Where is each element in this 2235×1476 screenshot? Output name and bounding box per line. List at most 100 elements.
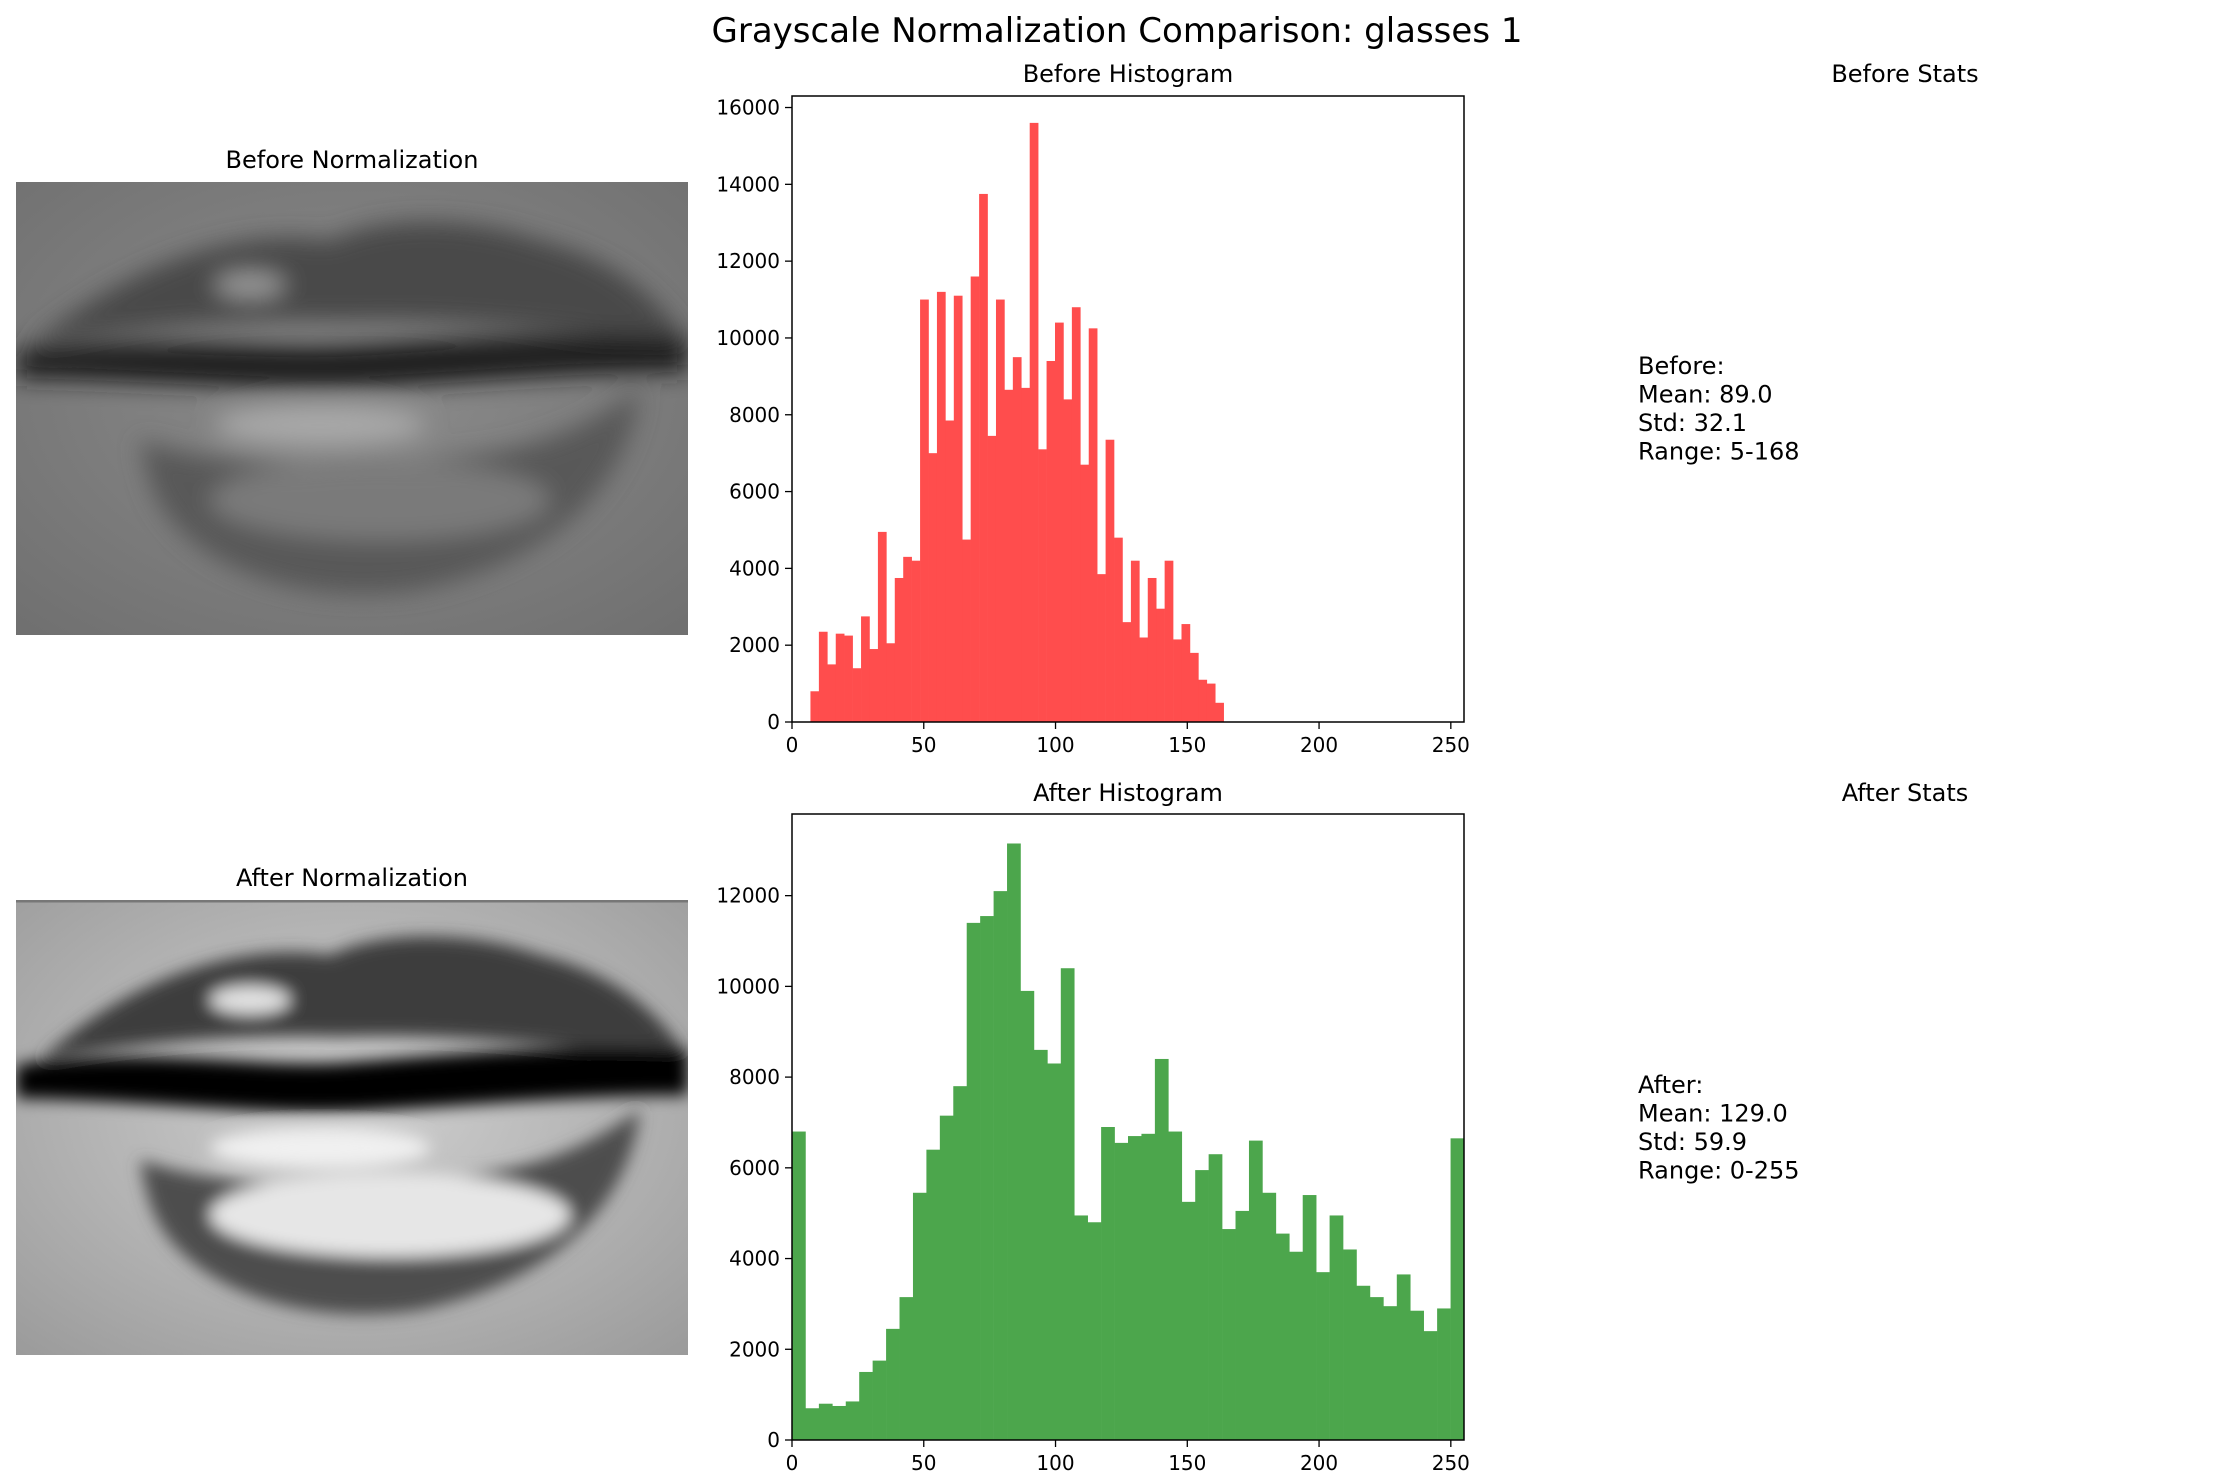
before-histogram-bar xyxy=(1181,624,1191,722)
after-histogram-bar xyxy=(953,1086,968,1440)
after-histogram-bar xyxy=(1302,1195,1317,1440)
after-histogram-y-tick-label: 8000 xyxy=(729,1065,780,1089)
after-histogram-frame xyxy=(791,813,1465,1441)
after-histogram-y-tick-label: 4000 xyxy=(729,1247,780,1271)
after-histogram-y-tick-label: 0 xyxy=(767,1428,780,1452)
before-histogram-bar xyxy=(1088,328,1098,722)
after-histogram-y-axis: 0 2000 4000 6000 8000 10000 12000 xyxy=(716,884,792,1452)
after-histogram-y-tick-label: 10000 xyxy=(716,974,780,998)
after-histogram-bar xyxy=(1248,1140,1263,1440)
before-histogram-y-tick-label: 2000 xyxy=(729,633,780,657)
after-histogram-y-tick-label: 12000 xyxy=(716,884,780,908)
after-histogram-bar xyxy=(1275,1233,1290,1440)
after-stats-mean: Mean: 129.0 xyxy=(1638,1100,1788,1128)
before-histogram-bar xyxy=(1147,577,1157,722)
before-histogram-bar xyxy=(920,299,929,722)
before-histogram-bar xyxy=(886,643,896,722)
after-histogram-y-tick-label: 2000 xyxy=(729,1337,780,1361)
after-histogram-x-axis: 0 50 100 150 200 250 xyxy=(786,1440,1470,1475)
after-histogram-bar xyxy=(980,916,994,1440)
after-histogram-bar xyxy=(805,1408,820,1440)
after-histogram-bar xyxy=(859,1371,873,1440)
before-histogram-bar xyxy=(979,193,988,723)
after-histogram-bar xyxy=(912,1192,927,1440)
after-stats-range: Range: 0-255 xyxy=(1638,1157,1800,1185)
before-histogram-y-tick-label: 0 xyxy=(767,710,780,734)
before-histogram-bar xyxy=(1097,574,1106,722)
before-histogram-bar xyxy=(1071,307,1081,722)
before-histogram-y-tick-label: 4000 xyxy=(729,556,780,580)
after-histogram-bar xyxy=(1060,968,1075,1440)
after-histogram-bar xyxy=(792,1131,806,1440)
before-histogram-bar xyxy=(1156,608,1165,722)
before-histogram-frame xyxy=(791,95,1465,723)
before-histogram-bar xyxy=(844,635,853,722)
after-histogram-bar xyxy=(1423,1331,1438,1440)
after-histogram-bar xyxy=(1168,1131,1183,1440)
after-histogram-bar xyxy=(1396,1274,1411,1440)
before-stats-std: Std: 32.1 xyxy=(1638,409,1747,437)
after-histogram-bar xyxy=(1222,1229,1236,1440)
before-stats-mean: Mean: 89.0 xyxy=(1638,381,1773,409)
after-histogram-bar xyxy=(1369,1297,1384,1440)
before-histogram-bar xyxy=(903,556,912,722)
after-histogram-bar xyxy=(1033,1049,1048,1440)
before-histogram-x-tick-label: 250 xyxy=(1432,733,1470,757)
before-histogram-bar xyxy=(1080,464,1090,722)
before-histogram-bar xyxy=(995,299,1005,722)
after-histogram-bar xyxy=(1101,1127,1115,1440)
after-histogram-bar xyxy=(1262,1192,1277,1440)
after-histogram-bar xyxy=(1329,1215,1344,1440)
after-stats-text: After: Mean: 129.0 Std: 59.9 Range: 0-25… xyxy=(1638,1071,1800,1185)
after-histogram-bar xyxy=(845,1401,860,1440)
before-histogram-bar xyxy=(1038,449,1047,722)
before-histogram-bar xyxy=(1122,622,1132,722)
before-histogram-x-tick-label: 150 xyxy=(1168,733,1206,757)
before-histogram-bar xyxy=(970,276,980,722)
before-histogram-y-tick-label: 10000 xyxy=(716,326,780,350)
before-histogram-bar xyxy=(827,664,837,722)
after-histogram-x-tick-label: 50 xyxy=(911,1451,936,1475)
before-histogram-y-tick-label: 14000 xyxy=(716,172,780,196)
before-histogram-bars xyxy=(810,122,1224,723)
after-histogram-bar xyxy=(1114,1142,1129,1440)
before-histogram-x-tick-label: 0 xyxy=(786,733,799,757)
after-histogram-title: After Histogram xyxy=(1033,779,1223,807)
before-histogram-x-axis: 0 50 100 150 200 250 xyxy=(786,722,1470,757)
after-histogram-bar xyxy=(1007,843,1021,1440)
before-histogram-bar xyxy=(936,291,946,722)
before-histogram-bar xyxy=(1130,560,1140,722)
before-stats-label: Before: xyxy=(1638,352,1725,380)
before-histogram-bar xyxy=(869,649,879,722)
before-histogram-bar xyxy=(1012,357,1022,722)
after-stats-title: After Stats xyxy=(1842,779,1969,807)
before-stats-range: Range: 5-168 xyxy=(1638,438,1800,466)
after-histogram-bar xyxy=(1356,1285,1371,1440)
before-histogram-bar xyxy=(1105,439,1115,722)
after-histogram-x-tick-label: 250 xyxy=(1432,1451,1470,1475)
before-histogram-x-tick-label: 100 xyxy=(1036,733,1074,757)
figure-title: Grayscale Normalization Comparison: glas… xyxy=(712,11,1523,51)
after-histogram-bar xyxy=(966,922,981,1440)
before-histogram-bar xyxy=(928,453,938,722)
before-histogram-y-tick-label: 6000 xyxy=(729,480,780,504)
before-histogram-bar xyxy=(810,691,820,722)
before-histogram-bar xyxy=(1139,637,1149,722)
before-histogram-bar xyxy=(1164,560,1174,722)
after-histogram-bar xyxy=(939,1115,954,1440)
after-histogram-bar xyxy=(899,1297,914,1440)
after-image-title: After Normalization xyxy=(236,864,468,892)
after-histogram-bar xyxy=(832,1405,847,1440)
before-histogram-bar xyxy=(1029,122,1039,723)
before-histogram: Before Histogram 0 50 100 150 200 250 0 2000 40… xyxy=(716,60,1470,757)
before-histogram-title: Before Histogram xyxy=(1023,60,1234,88)
before-histogram-bar xyxy=(877,531,887,722)
after-stats-label: After: xyxy=(1638,1071,1703,1099)
after-histogram-bar xyxy=(926,1149,941,1440)
before-image-title: Before Normalization xyxy=(226,146,479,174)
before-histogram-bar xyxy=(1215,702,1224,722)
before-histogram-bar xyxy=(1055,322,1064,722)
after-stats-std: Std: 59.9 xyxy=(1638,1128,1747,1156)
before-stats-title: Before Stats xyxy=(1831,60,1978,88)
